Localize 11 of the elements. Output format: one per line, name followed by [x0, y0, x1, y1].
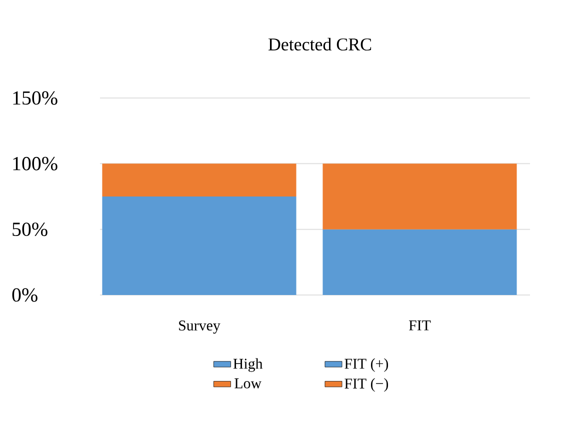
y-tick-label: 50% — [12, 222, 48, 236]
x-tick-label: FIT — [408, 320, 431, 330]
y-tick-label: 150% — [13, 91, 58, 105]
legend-label: Low — [234, 378, 262, 388]
x-tick-label: Survey — [179, 320, 220, 334]
legend-label: FIT (−) — [344, 378, 388, 392]
legend-label: FIT (+) — [344, 358, 388, 372]
y-tick-label: 0% — [12, 288, 38, 302]
y-tick-label: 100% — [13, 156, 58, 170]
chart-title: Detected CRC — [268, 38, 372, 50]
legend-label: High — [233, 358, 263, 372]
